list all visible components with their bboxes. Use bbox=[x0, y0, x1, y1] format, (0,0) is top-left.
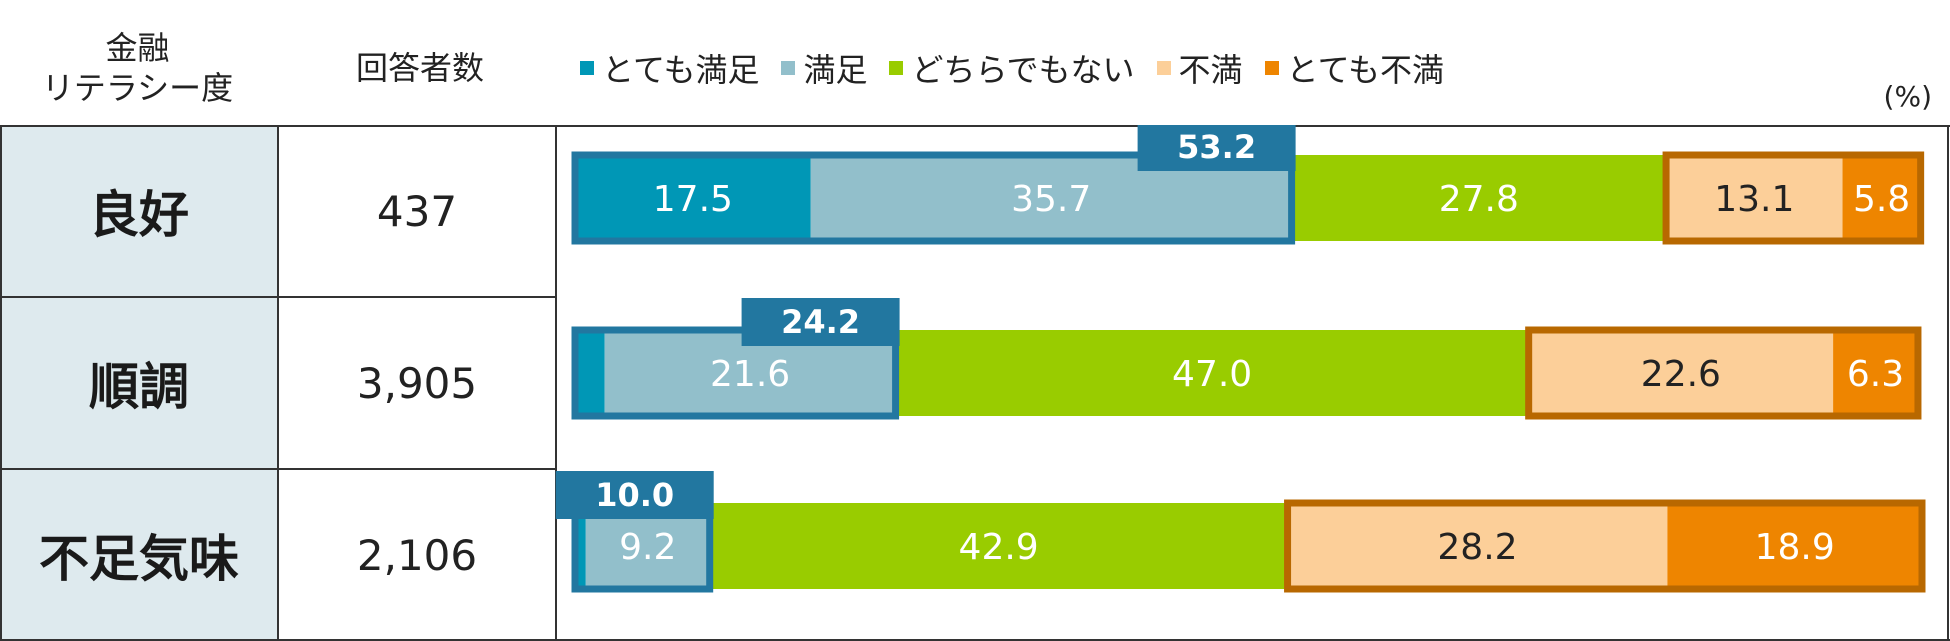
data-label-dissatisfied: 13.1 bbox=[1714, 179, 1794, 220]
table-row: 順調 3,905 bbox=[0, 297, 1950, 469]
bar-segment-very-dissatisfied bbox=[1833, 330, 1918, 416]
legend-swatch-very-satisfied bbox=[580, 61, 594, 75]
bar-segment-dissatisfied bbox=[1666, 155, 1843, 241]
bar-segment-very-satisfied bbox=[575, 503, 586, 589]
data-label-neutral: 27.8 bbox=[1439, 179, 1519, 220]
data-label-satisfied: 35.7 bbox=[1011, 179, 1091, 220]
legend-item-satisfied: 満足 bbox=[781, 45, 867, 91]
table-row: 不足気味 2,106 bbox=[0, 469, 1950, 641]
dissatisfied-group-outline bbox=[1284, 499, 1926, 593]
legend-label-dissatisfied: 不満 bbox=[1178, 51, 1243, 89]
bar-segment-very-satisfied bbox=[575, 155, 811, 241]
bar-segment-neutral bbox=[895, 330, 1529, 416]
bar-segment-dissatisfied bbox=[1528, 330, 1834, 416]
legend: とても満足 満足 どちらでもない 不満 とても不満 bbox=[580, 46, 1466, 90]
respondent-count: 2,106 bbox=[356, 530, 478, 580]
table-bottom-border bbox=[0, 639, 1950, 641]
results-table: 良好 437 順調 3,905 不足気味 2,106 17.5 35.7 27.8 1… bbox=[0, 125, 1950, 641]
satisfied-total-label: 10.0 bbox=[595, 476, 674, 514]
satisfied-group-outline bbox=[571, 326, 900, 420]
header-literacy-line2: リテラシー度 bbox=[41, 69, 234, 107]
row-label: 不足気味 bbox=[0, 469, 278, 641]
satisfied-group-outline bbox=[571, 151, 1296, 245]
column-divider bbox=[555, 125, 557, 641]
unit-label: (%) bbox=[1883, 80, 1932, 113]
satisfied-total-badge bbox=[555, 471, 714, 519]
legend-label-very-satisfied: とても満足 bbox=[602, 51, 760, 89]
data-label-satisfied: 21.6 bbox=[710, 354, 790, 395]
respondent-count: 3,905 bbox=[356, 358, 478, 408]
legend-item-very-dissatisfied: とても不満 bbox=[1264, 45, 1444, 91]
table-top-border bbox=[0, 125, 1950, 127]
legend-swatch-very-dissatisfied bbox=[1264, 61, 1279, 75]
dissatisfied-group-outline bbox=[1525, 326, 1922, 420]
column-divider bbox=[277, 125, 279, 641]
header-literacy-line1: 金融 bbox=[105, 29, 170, 67]
legend-label-very-dissatisfied: とても不満 bbox=[1286, 51, 1444, 89]
header-financial-literacy: 金融 リテラシー度 bbox=[20, 28, 255, 108]
data-label-neutral: 42.9 bbox=[959, 527, 1039, 568]
dissatisfied-group-outline bbox=[1662, 151, 1925, 245]
table-right-border bbox=[1947, 125, 1949, 641]
data-label-satisfied: 9.2 bbox=[619, 527, 676, 568]
data-label-very-satisfied: 17.5 bbox=[653, 179, 733, 220]
table-left-border bbox=[0, 125, 2, 641]
respondent-count: 437 bbox=[376, 186, 458, 236]
bar-segment-neutral bbox=[709, 503, 1288, 589]
bar-segment-dissatisfied bbox=[1287, 503, 1668, 589]
bar-segment-very-dissatisfied bbox=[1667, 503, 1922, 589]
data-label-dissatisfied: 22.6 bbox=[1641, 354, 1721, 395]
legend-item-very-satisfied: とても満足 bbox=[580, 45, 759, 91]
legend-item-dissatisfied: 不満 bbox=[1156, 45, 1243, 91]
satisfied-total-label: 53.2 bbox=[1177, 128, 1256, 166]
row-label: 順調 bbox=[0, 297, 278, 469]
data-label-dissatisfied: 28.2 bbox=[1437, 527, 1517, 568]
legend-swatch-dissatisfied bbox=[1156, 61, 1171, 75]
stacked-bar-chart: 17.5 35.7 27.8 13.1 5.8 53.2 21.6 47.0 22.6 6.3 24… bbox=[555, 125, 1926, 593]
data-label-very-dissatisfied: 18.9 bbox=[1755, 527, 1835, 568]
data-label-very-dissatisfied: 5.8 bbox=[1853, 179, 1910, 220]
legend-swatch-neutral bbox=[889, 61, 904, 75]
legend-swatch-satisfied bbox=[781, 61, 796, 75]
satisfied-total-label: 24.2 bbox=[781, 303, 860, 341]
header-respondents: 回答者数 bbox=[355, 49, 484, 87]
bar-segment-neutral bbox=[1291, 155, 1667, 241]
legend-item-neutral: どちらでもない bbox=[889, 45, 1135, 91]
satisfied-total-badge bbox=[1137, 125, 1296, 171]
legend-label-satisfied: 満足 bbox=[803, 51, 868, 89]
data-label-neutral: 47.0 bbox=[1172, 354, 1252, 395]
data-label-very-dissatisfied: 6.3 bbox=[1847, 354, 1904, 395]
legend-label-neutral: どちらでもない bbox=[911, 51, 1135, 89]
satisfied-total-badge bbox=[741, 298, 900, 346]
table-row: 良好 437 bbox=[0, 125, 1950, 297]
row-label: 良好 bbox=[0, 125, 278, 297]
bar-segment-very-dissatisfied bbox=[1842, 155, 1921, 241]
bar-segment-very-satisfied bbox=[575, 330, 605, 416]
